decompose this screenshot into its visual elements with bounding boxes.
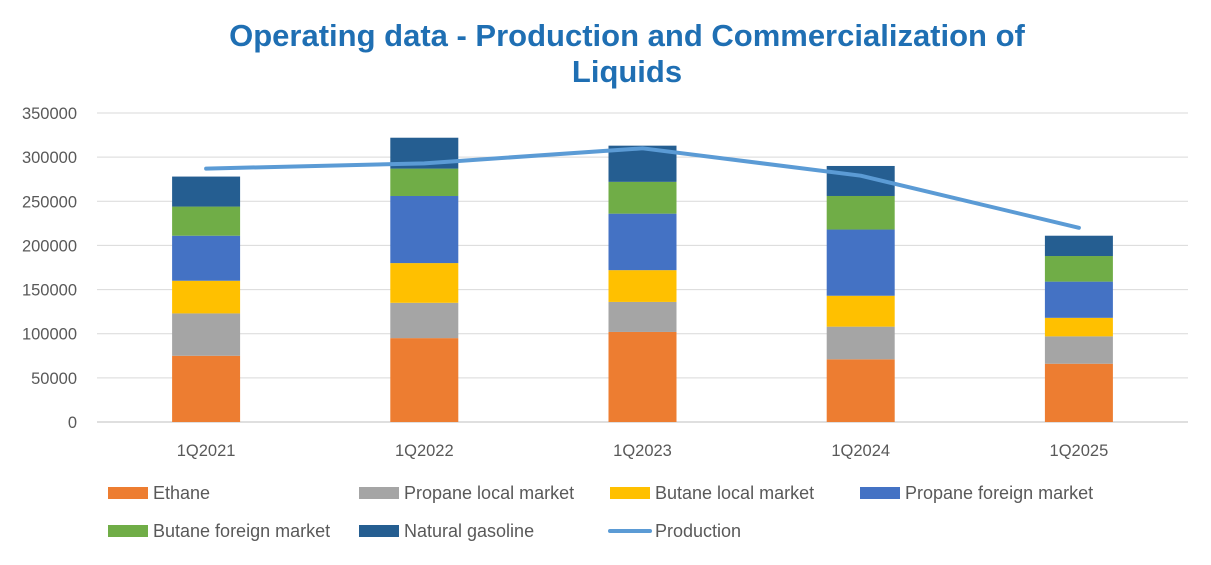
bar-segment (826, 195, 895, 230)
bar-segment (1044, 281, 1113, 318)
y-tick-label: 250000 (22, 193, 77, 211)
bar-segment (172, 313, 241, 356)
bar-segment (1044, 256, 1113, 282)
chart-title-line-2: Liquids (572, 54, 682, 89)
legend-item: Ethane (108, 483, 210, 503)
bar-segment (608, 301, 677, 332)
x-tick-label: 1Q2022 (395, 442, 454, 460)
legend-label: Production (655, 521, 741, 541)
x-tick-label: 1Q2023 (613, 442, 672, 460)
x-tick-label: 1Q2021 (177, 442, 236, 460)
bar-segment (1044, 235, 1113, 257)
bar-segment (826, 359, 895, 422)
legend-label: Ethane (153, 483, 210, 503)
legend-item: Production (608, 521, 741, 541)
x-tick-label: 1Q2025 (1050, 442, 1109, 460)
bar-segment (390, 338, 459, 422)
legend-item: Butane local market (610, 483, 814, 503)
production-line (204, 146, 1081, 230)
legend-swatch (860, 487, 900, 499)
legend-label: Propane local market (404, 483, 574, 503)
legend-item: Propane local market (359, 483, 574, 503)
legend: Ethane Propane local market Butane local m… (108, 483, 1093, 541)
bar-segment (390, 302, 459, 339)
bar-segment (1044, 336, 1113, 364)
bar-segment (390, 263, 459, 303)
legend-label: Natural gasoline (404, 521, 534, 541)
bar-segment (826, 229, 895, 296)
bar-segment (608, 213, 677, 271)
y-tick-label: 0 (68, 414, 77, 432)
legend-label: Propane foreign market (905, 483, 1093, 503)
bar-segment (1044, 317, 1113, 337)
y-axis-ticks: 0 50000 100000 150000 200000 250000 300000 3500… (22, 105, 77, 432)
legend-label: Butane foreign market (153, 521, 330, 541)
legend-swatch (359, 487, 399, 499)
bar-segment (172, 355, 241, 422)
bar-segment (608, 181, 677, 214)
legend-swatch (108, 487, 148, 499)
bar-segment (172, 280, 241, 314)
y-tick-label: 350000 (22, 105, 77, 123)
x-tick-label: 1Q2024 (831, 442, 890, 460)
legend-label: Butane local market (655, 483, 814, 503)
bar-segment (390, 195, 459, 264)
bar-segment (172, 176, 241, 207)
legend-swatch (359, 525, 399, 537)
legend-swatch (610, 487, 650, 499)
legend-item: Natural gasoline (359, 521, 534, 541)
legend-swatch (108, 525, 148, 537)
y-tick-label: 300000 (22, 149, 77, 167)
legend-item: Propane foreign market (860, 483, 1093, 503)
bar-segment (390, 168, 459, 196)
y-tick-label: 150000 (22, 282, 77, 300)
y-tick-label: 100000 (22, 326, 77, 344)
chart-title-line-1: Operating data - Production and Commerci… (229, 18, 1025, 53)
y-tick-label: 50000 (31, 370, 77, 388)
legend-item: Butane foreign market (108, 521, 330, 541)
bar-segment (826, 295, 895, 327)
bar-segment (608, 270, 677, 302)
production-line-path (204, 146, 1081, 230)
bar-segment (172, 206, 241, 236)
bar-segment (172, 235, 241, 281)
y-tick-label: 200000 (22, 237, 77, 255)
bar-segment (608, 331, 677, 422)
bar-segment (826, 326, 895, 360)
x-axis-ticks: 1Q2021 1Q2022 1Q2023 1Q2024 1Q2025 (177, 442, 1109, 460)
bar-segment (1044, 363, 1113, 422)
bars (172, 137, 1113, 422)
